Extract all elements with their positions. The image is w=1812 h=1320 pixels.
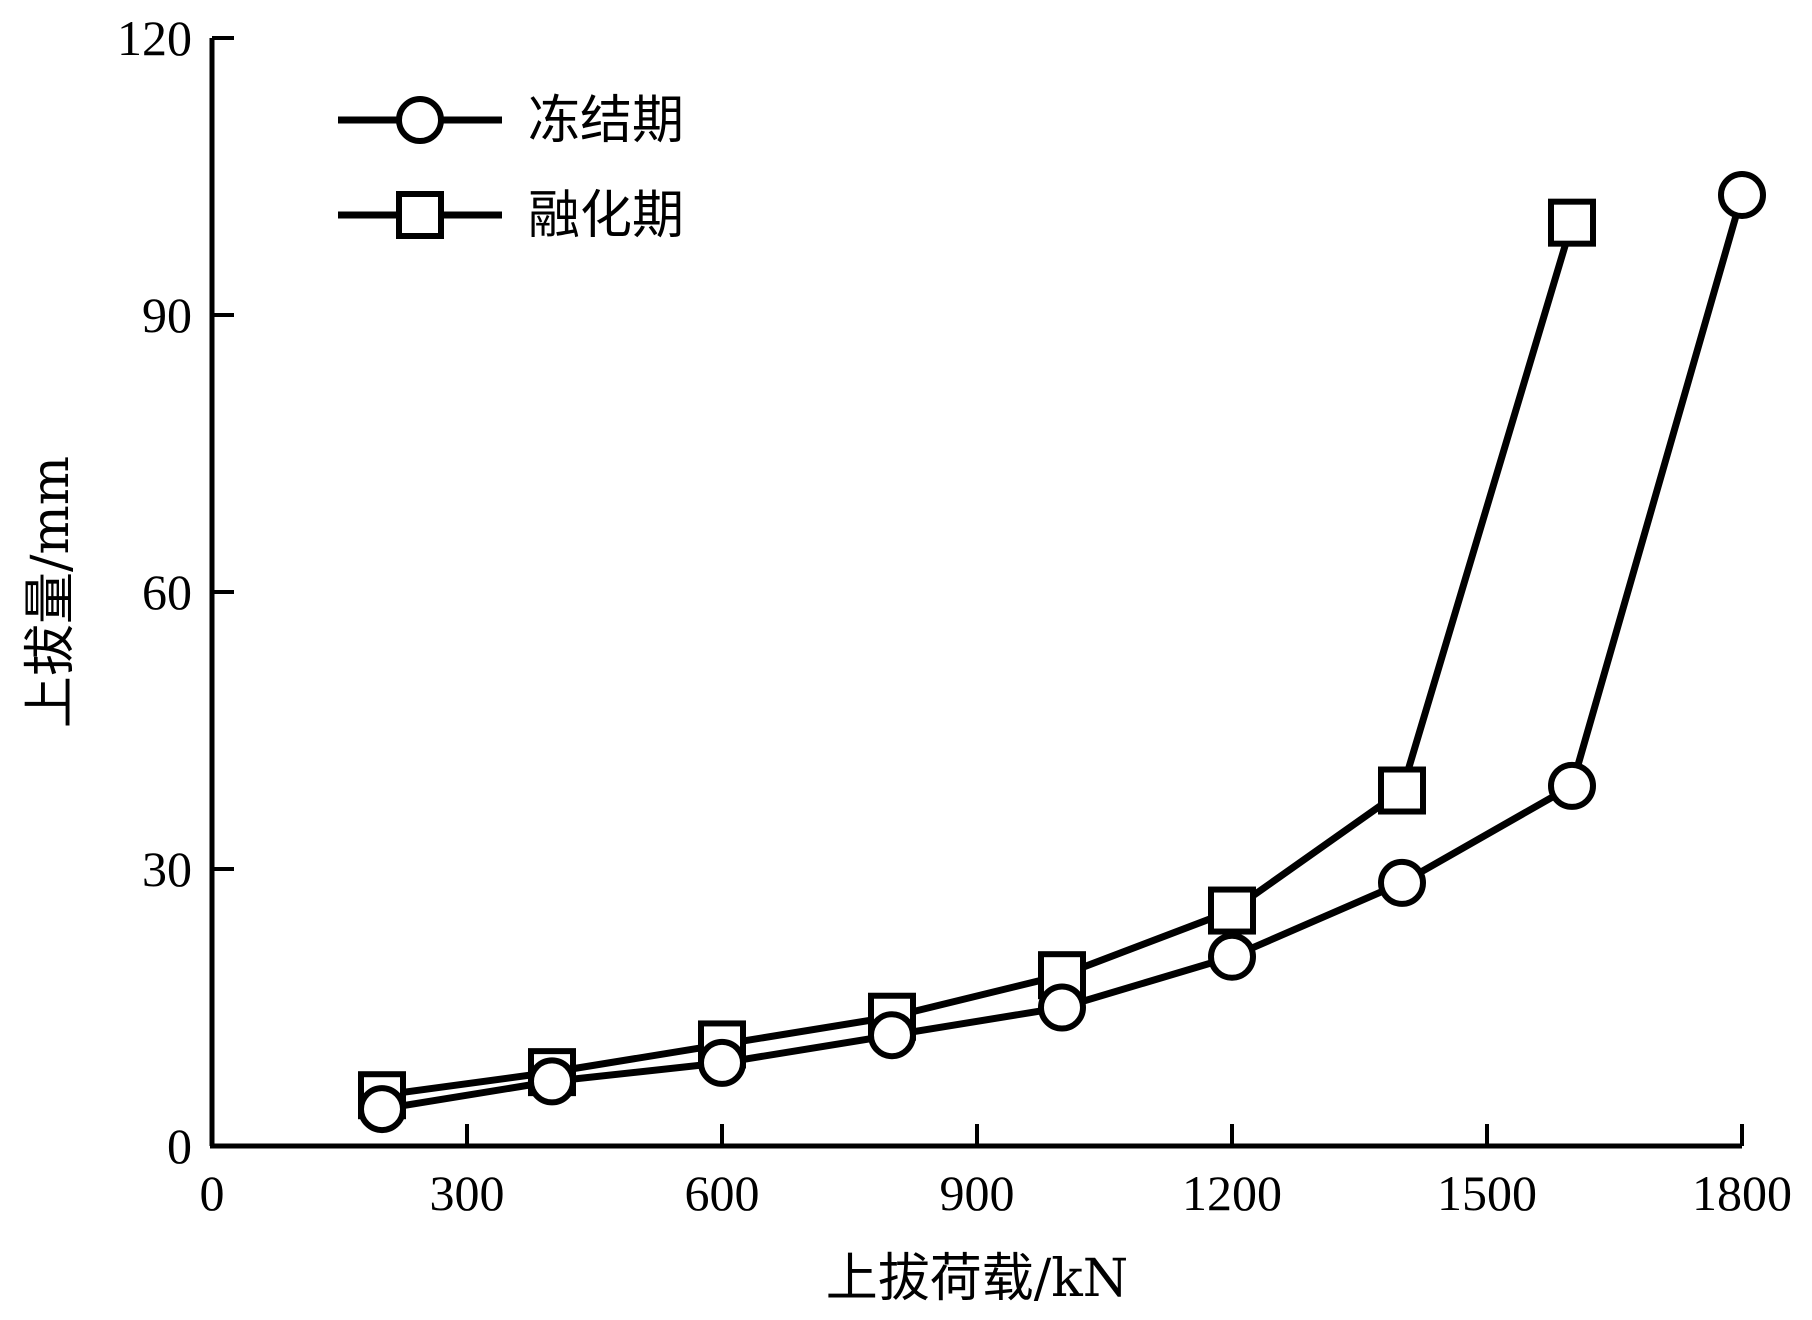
y-tick-label: 90 (142, 287, 192, 343)
x-tick-label: 1500 (1437, 1165, 1537, 1221)
circle-marker (528, 1057, 576, 1106)
y-axis-title: 上拔量/mm (21, 456, 81, 728)
circle-marker (1208, 932, 1256, 981)
legend-label: 冻结期 (528, 91, 684, 151)
square-marker (1548, 198, 1596, 247)
series-thawed (358, 198, 1596, 1120)
legend-square-marker (396, 191, 444, 239)
x-tick-label: 1200 (1182, 1165, 1282, 1221)
y-tick-label: 120 (117, 10, 192, 66)
x-tick-label: 0 (200, 1165, 225, 1221)
y-tick-label: 30 (142, 841, 192, 897)
legend-circle-marker (396, 96, 444, 144)
x-tick-label: 600 (685, 1165, 760, 1221)
square-marker (1378, 766, 1426, 815)
circle-marker (1038, 983, 1086, 1032)
square-marker (1208, 886, 1256, 935)
circle-marker (698, 1038, 746, 1087)
x-tick-label: 300 (430, 1165, 505, 1221)
circle-marker (1548, 761, 1596, 810)
legend-item: 融化期 (338, 186, 684, 246)
y-tick-label: 60 (142, 564, 192, 620)
y-tick-label: 0 (167, 1118, 192, 1174)
axes: 0 300 600 900 1200 1500 1800 0 30 60 90 120 (117, 10, 1792, 1221)
series-line (381, 221, 1576, 1099)
series-layer (358, 170, 1766, 1134)
circle-marker (868, 1011, 916, 1060)
circle-marker (1378, 858, 1426, 907)
circle-marker (1718, 170, 1766, 219)
series-frozen (358, 170, 1766, 1134)
circle-marker (358, 1085, 406, 1134)
legend-item: 冻结期 (338, 91, 684, 151)
legend-label: 融化期 (528, 186, 684, 246)
x-tick-label: 1800 (1692, 1165, 1792, 1221)
x-tick-label: 900 (940, 1165, 1015, 1221)
x-axis-title: 上拔荷载/kN (826, 1249, 1129, 1309)
